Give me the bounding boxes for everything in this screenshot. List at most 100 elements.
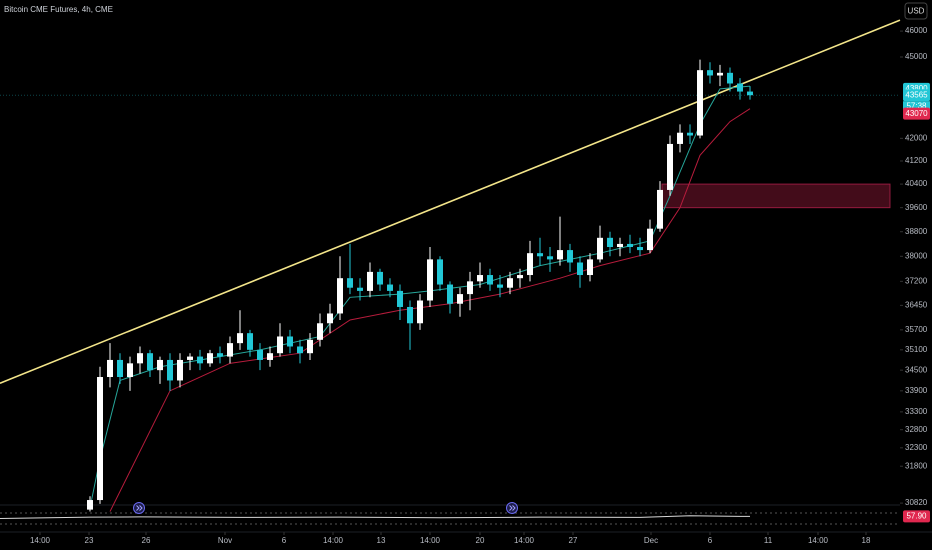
y-tick-label: 35100 — [905, 345, 928, 354]
candle-body — [587, 259, 593, 276]
indicator-value-label: 57.90 — [906, 511, 927, 520]
y-tick-label: 36450 — [905, 300, 928, 309]
candle-body — [87, 500, 93, 510]
candle-body — [97, 377, 103, 501]
price-label: 43800 — [905, 84, 928, 93]
y-tick-label: 32300 — [905, 443, 928, 452]
price-label-box — [903, 89, 930, 102]
x-tick-label: 14:00 — [420, 536, 441, 545]
candle-body — [447, 284, 453, 304]
ma-line — [89, 85, 751, 508]
candle-body — [207, 353, 213, 364]
marker-icon[interactable] — [133, 502, 145, 514]
candle-body — [177, 359, 183, 381]
x-tick-label: 26 — [142, 536, 151, 545]
candle-body — [257, 349, 263, 360]
x-tick-label: 14:00 — [323, 536, 344, 545]
candle-body — [417, 300, 423, 324]
y-tick-label: 34500 — [905, 365, 928, 374]
candle-body — [477, 275, 483, 282]
candle-body — [677, 132, 683, 144]
x-tick-label: 6 — [282, 536, 287, 545]
candle-body — [497, 284, 503, 288]
y-tick-label: 38800 — [905, 227, 928, 236]
y-tick-label: 35700 — [905, 325, 928, 334]
trendline — [0, 19, 901, 384]
candle-body — [217, 353, 223, 357]
candle-body — [707, 70, 713, 76]
candle-body — [717, 72, 723, 76]
indicator-line — [0, 515, 750, 519]
candle-body — [727, 72, 733, 84]
candle-body — [607, 237, 613, 248]
price-label: 43565 — [905, 90, 928, 99]
candle-body — [627, 243, 633, 248]
currency-button[interactable] — [904, 2, 928, 20]
candle-body — [357, 287, 363, 291]
candle-body — [457, 294, 463, 304]
price-label-box — [903, 107, 930, 120]
x-tick-label: 11 — [764, 536, 773, 545]
candle-body — [197, 356, 203, 364]
x-tick-label: 13 — [377, 536, 386, 545]
y-tick-label: 41200 — [905, 156, 928, 165]
y-tick-label: 46000 — [905, 26, 928, 35]
x-tick-label: 14:00 — [808, 536, 829, 545]
y-tick-label: 31800 — [905, 461, 928, 470]
price-label: 43070 — [905, 109, 928, 118]
candle-body — [737, 83, 743, 92]
candle-body — [367, 271, 373, 291]
candle-body — [147, 353, 153, 371]
candle-body — [567, 250, 573, 263]
candle-body — [167, 359, 173, 381]
candle-body — [577, 262, 583, 276]
candle-body — [637, 247, 643, 251]
candle-body — [317, 323, 323, 340]
candle-body — [617, 243, 623, 248]
y-tick-label: 42000 — [905, 133, 928, 142]
candle-body — [327, 313, 333, 324]
x-tick-label: 14:00 — [30, 536, 51, 545]
y-tick-label: 33900 — [905, 386, 928, 395]
candle-body — [537, 253, 543, 257]
candle-body — [227, 343, 233, 357]
candle-body — [667, 143, 673, 190]
candle-body — [117, 359, 123, 378]
candle-body — [337, 278, 343, 314]
candle-body — [157, 359, 163, 371]
y-tick-label: 32800 — [905, 425, 928, 434]
y-tick-label: 39600 — [905, 203, 928, 212]
candle-body — [507, 278, 513, 288]
candle-body — [467, 281, 473, 295]
candle-body — [647, 228, 653, 251]
candle-body — [427, 259, 433, 301]
candle-body — [297, 346, 303, 354]
candle-body — [247, 333, 253, 350]
y-tick-label: 30820 — [905, 498, 928, 507]
candle-body — [137, 353, 143, 364]
x-tick-label: 23 — [85, 536, 94, 545]
countdown-box — [903, 101, 930, 112]
candle-body — [377, 271, 383, 285]
candle-body — [287, 336, 293, 347]
countdown: 57:38 — [906, 101, 927, 110]
x-tick-label: Nov — [218, 536, 232, 545]
x-tick-label: Dec — [644, 536, 658, 545]
y-tick-label: 40400 — [905, 179, 928, 188]
candle-body — [597, 237, 603, 260]
candle-body — [307, 339, 313, 354]
x-tick-label: 27 — [569, 536, 578, 545]
marker-icon[interactable] — [506, 502, 518, 514]
candle-body — [547, 256, 553, 260]
y-tick-label: 33300 — [905, 407, 928, 416]
candle-body — [657, 189, 663, 229]
y-tick-label: 38000 — [905, 251, 928, 260]
candle-body — [187, 356, 193, 360]
indicator-value-box — [903, 510, 930, 523]
candle-body — [557, 250, 563, 260]
candle-body — [747, 91, 753, 96]
candle-body — [517, 275, 523, 279]
candle-body — [697, 70, 703, 136]
